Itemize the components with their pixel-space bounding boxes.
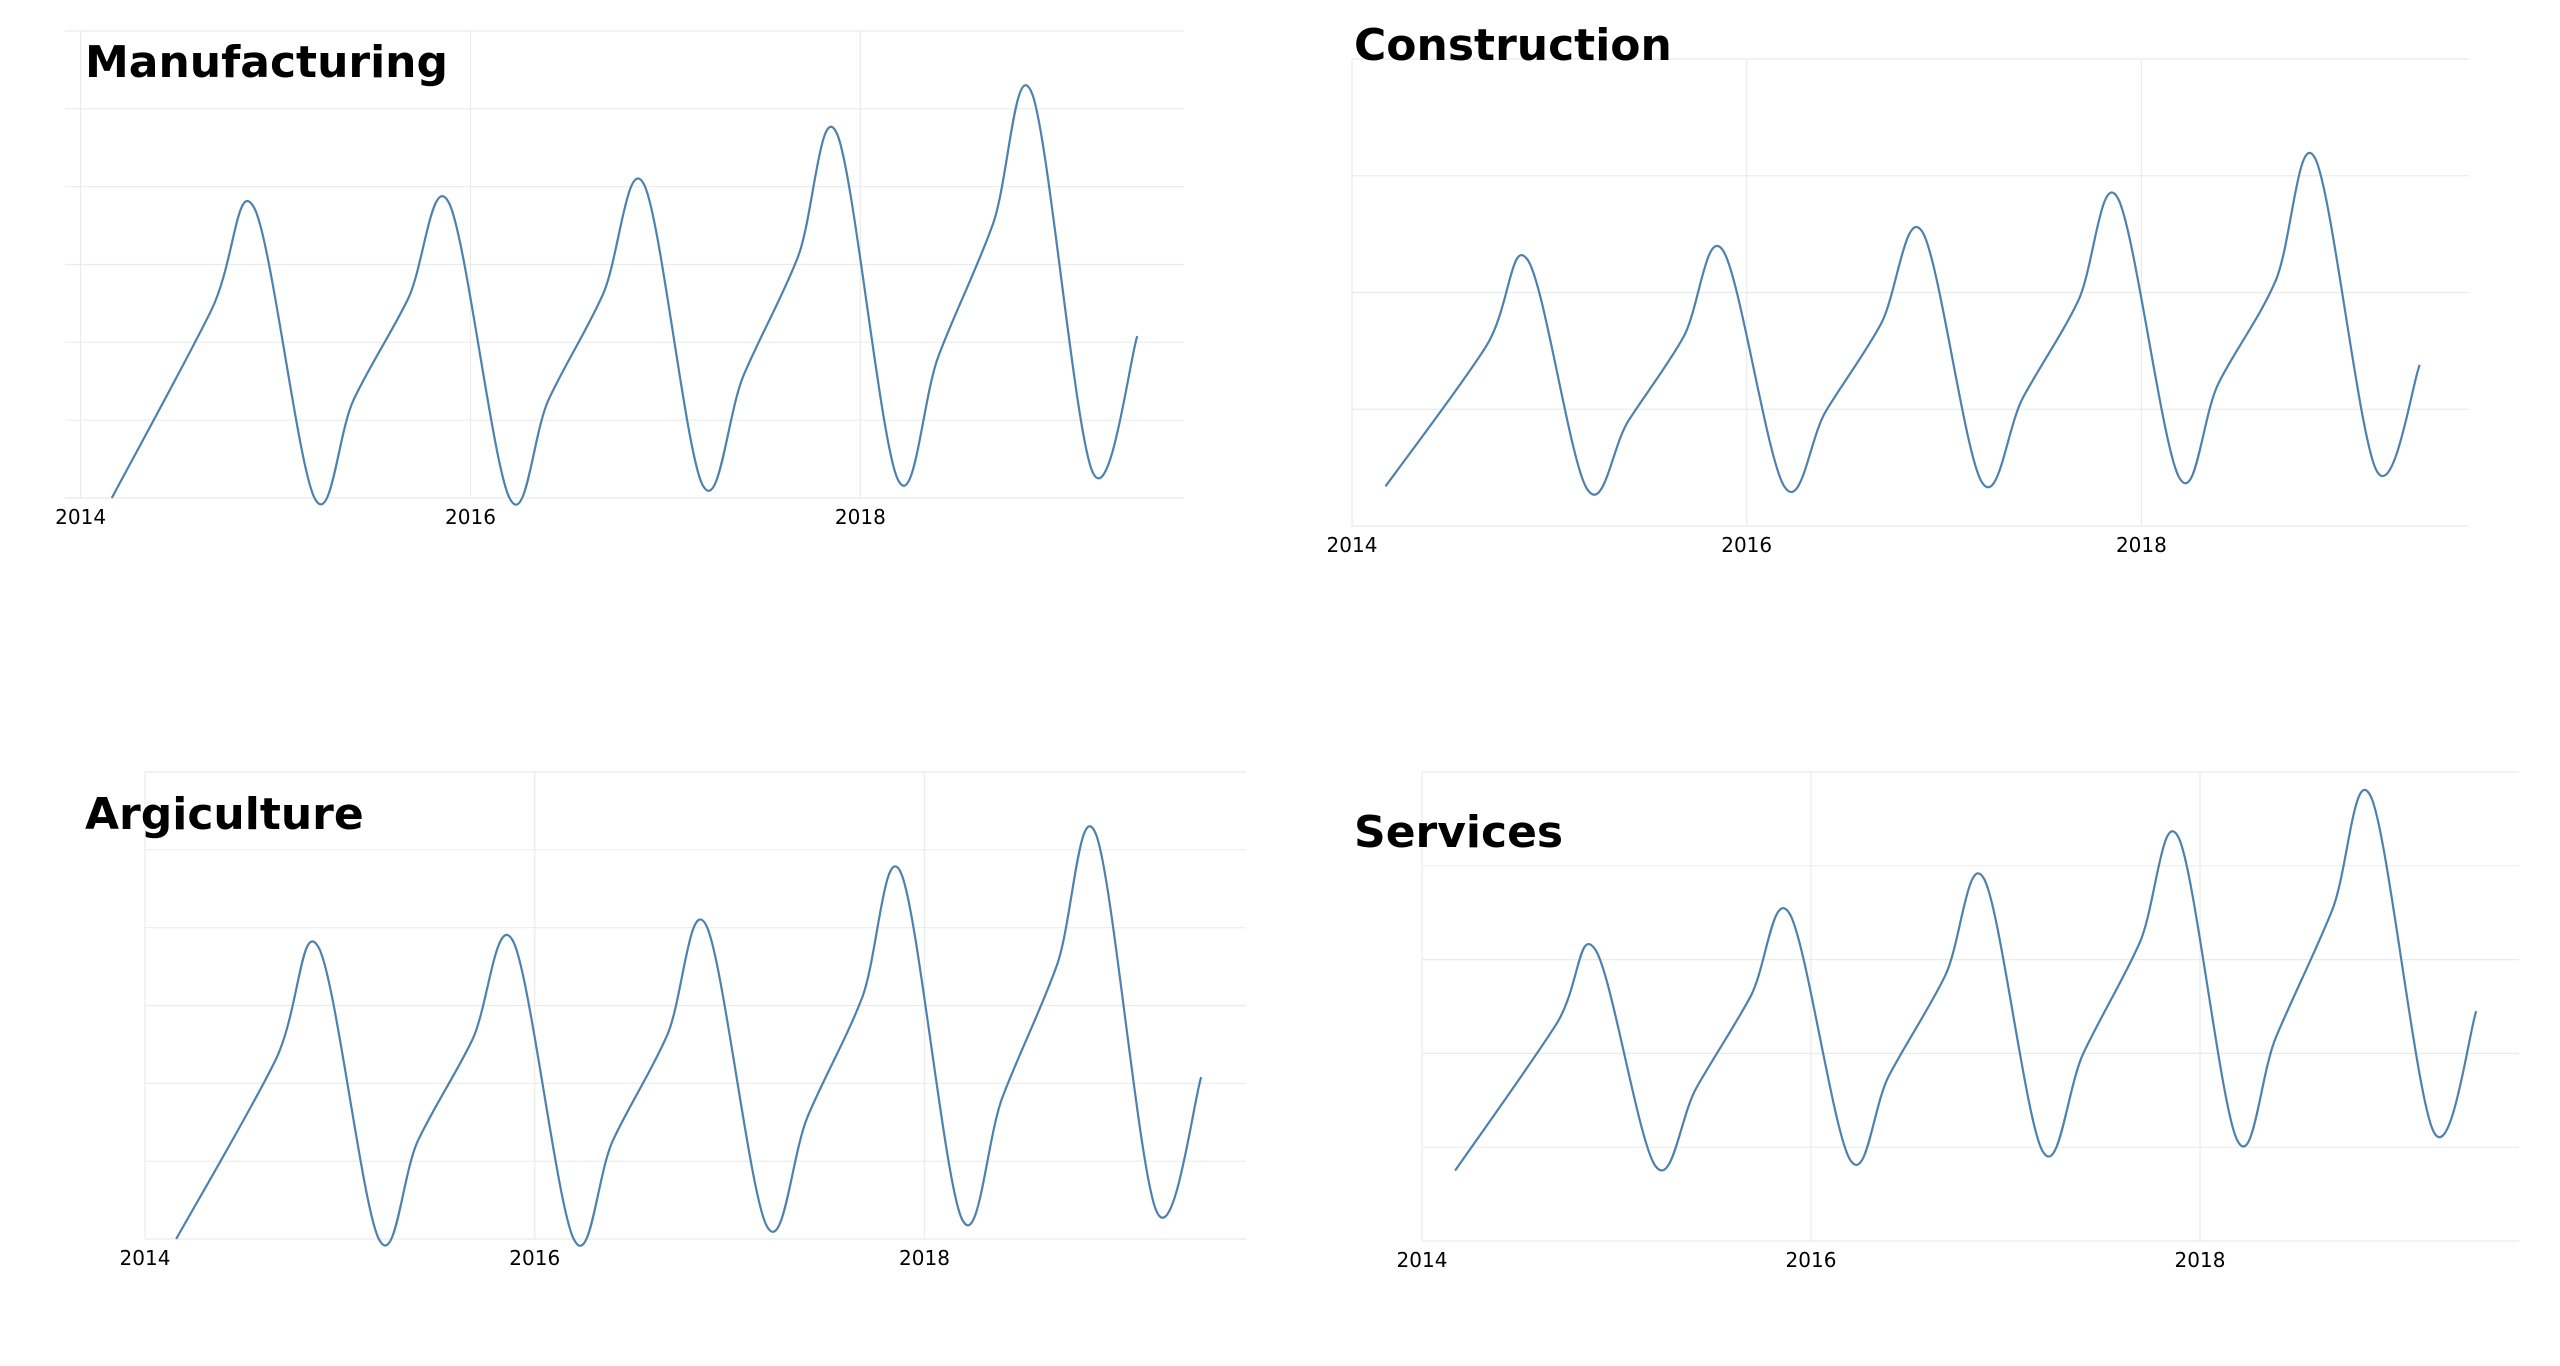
chart-title: Construction bbox=[1354, 20, 1672, 71]
x-tick-label: 2014 bbox=[120, 1246, 171, 1270]
x-tick-label: 2018 bbox=[899, 1246, 950, 1270]
chart-panel: 2014 2016 2018 Services bbox=[1354, 771, 2519, 1272]
chart-title: Services bbox=[1354, 807, 1563, 858]
chart-panel: 2014 2016 2018 Construction bbox=[1327, 20, 2469, 557]
x-tick-label: 2018 bbox=[835, 505, 886, 529]
data-line bbox=[110, 84, 1139, 506]
x-tick-label: 2018 bbox=[2175, 1248, 2226, 1272]
chart-title: Manufacturing bbox=[85, 37, 448, 88]
data-line bbox=[1454, 788, 2478, 1172]
data-line bbox=[1384, 152, 2421, 496]
x-tick-label: 2016 bbox=[1786, 1248, 1837, 1272]
x-tick-label: 2016 bbox=[509, 1246, 560, 1270]
x-tick-label: 2018 bbox=[2116, 533, 2167, 557]
chart-panel: 2014 2016 2018 Manufacturing bbox=[55, 30, 1184, 529]
x-tick-label: 2014 bbox=[55, 505, 106, 529]
x-tick-label: 2016 bbox=[445, 505, 496, 529]
chart-panel: 2014 2016 2018 Argiculture bbox=[85, 771, 1246, 1270]
chart-title: Argiculture bbox=[85, 789, 364, 840]
x-tick-label: 2016 bbox=[1721, 533, 1772, 557]
x-tick-label: 2014 bbox=[1397, 1248, 1448, 1272]
data-line bbox=[175, 825, 1203, 1247]
x-tick-label: 2014 bbox=[1327, 533, 1378, 557]
